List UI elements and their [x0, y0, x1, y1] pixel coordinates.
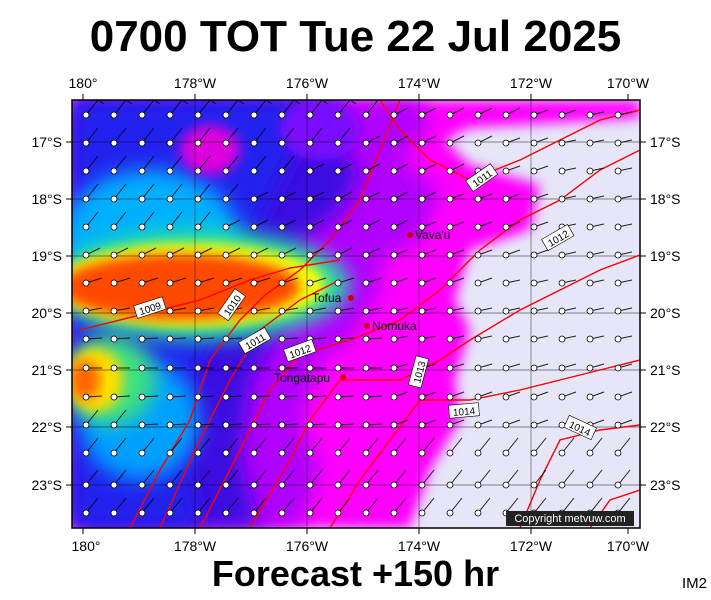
lat-label: 21°S	[31, 362, 62, 378]
lon-label: 172°W	[510, 75, 553, 91]
svg-text:Tofua: Tofua	[312, 291, 342, 305]
lon-label: 180°	[72, 538, 101, 554]
lon-label: 178°W	[174, 75, 217, 91]
lon-labels-bottom: 180° 178°W 176°W 174°W 172°W 170°W	[72, 538, 650, 554]
image-tag: IM2	[681, 575, 707, 592]
svg-text:Copyright metvuw.com: Copyright metvuw.com	[514, 513, 625, 525]
lon-label: 178°W	[174, 538, 217, 554]
lat-label: 23°S	[650, 477, 681, 493]
svg-text:Nomuka: Nomuka	[372, 319, 417, 333]
places: Vava'u Tofua Nomuka Tongatapu	[274, 228, 450, 385]
lat-label: 22°S	[31, 419, 62, 435]
isobar-label-1014: 1014	[448, 402, 480, 419]
wind-speed-field	[72, 100, 640, 528]
map-title: 0700 TOT Tue 22 Jul 2025	[89, 12, 622, 61]
lat-label: 22°S	[650, 419, 681, 435]
lon-label: 180°	[69, 75, 98, 91]
place-vavau: Vava'u	[407, 228, 450, 242]
lon-label: 170°W	[607, 75, 650, 91]
lat-label: 20°S	[31, 305, 62, 321]
lon-label: 172°W	[510, 538, 553, 554]
map-frame	[71, 99, 641, 529]
place-tongatapu: Tongatapu	[274, 371, 346, 385]
lon-label: 170°W	[607, 538, 650, 554]
lat-label: 21°S	[650, 362, 681, 378]
lat-labels-left: 17°S 18°S 19°S 20°S 21°S 22°S 23°S	[31, 134, 62, 493]
axis-ticks	[66, 94, 646, 534]
lat-label: 17°S	[650, 134, 681, 150]
lat-label: 20°S	[650, 305, 681, 321]
lat-labels-right: 17°S 18°S 19°S 20°S 21°S 22°S 23°S	[650, 134, 681, 493]
place-nomuka: Nomuka	[364, 319, 417, 333]
wind-barbs	[82, 100, 633, 517]
svg-text:Vava'u: Vava'u	[415, 228, 450, 242]
isobar-label-1010: 1010	[217, 288, 246, 322]
copyright-box: Copyright metvuw.com	[506, 511, 634, 526]
lat-label: 18°S	[650, 191, 681, 207]
forecast-label: Forecast +150 hr	[211, 553, 500, 594]
lon-label: 176°W	[286, 75, 329, 91]
lat-label: 23°S	[31, 477, 62, 493]
lat-label: 19°S	[650, 248, 681, 264]
lon-label: 174°W	[398, 538, 441, 554]
lat-label: 17°S	[31, 134, 62, 150]
lat-label: 19°S	[31, 248, 62, 264]
lat-label: 18°S	[31, 191, 62, 207]
graticule	[72, 100, 640, 528]
lon-label: 174°W	[398, 75, 441, 91]
lon-label: 176°W	[286, 538, 329, 554]
svg-text:1014: 1014	[453, 406, 477, 419]
svg-text:Tongatapu: Tongatapu	[274, 371, 330, 385]
isobars	[79, 100, 640, 528]
lon-labels-top: 180° 178°W 176°W 174°W 172°W 170°W	[69, 75, 650, 91]
place-tofua: Tofua	[312, 291, 354, 305]
